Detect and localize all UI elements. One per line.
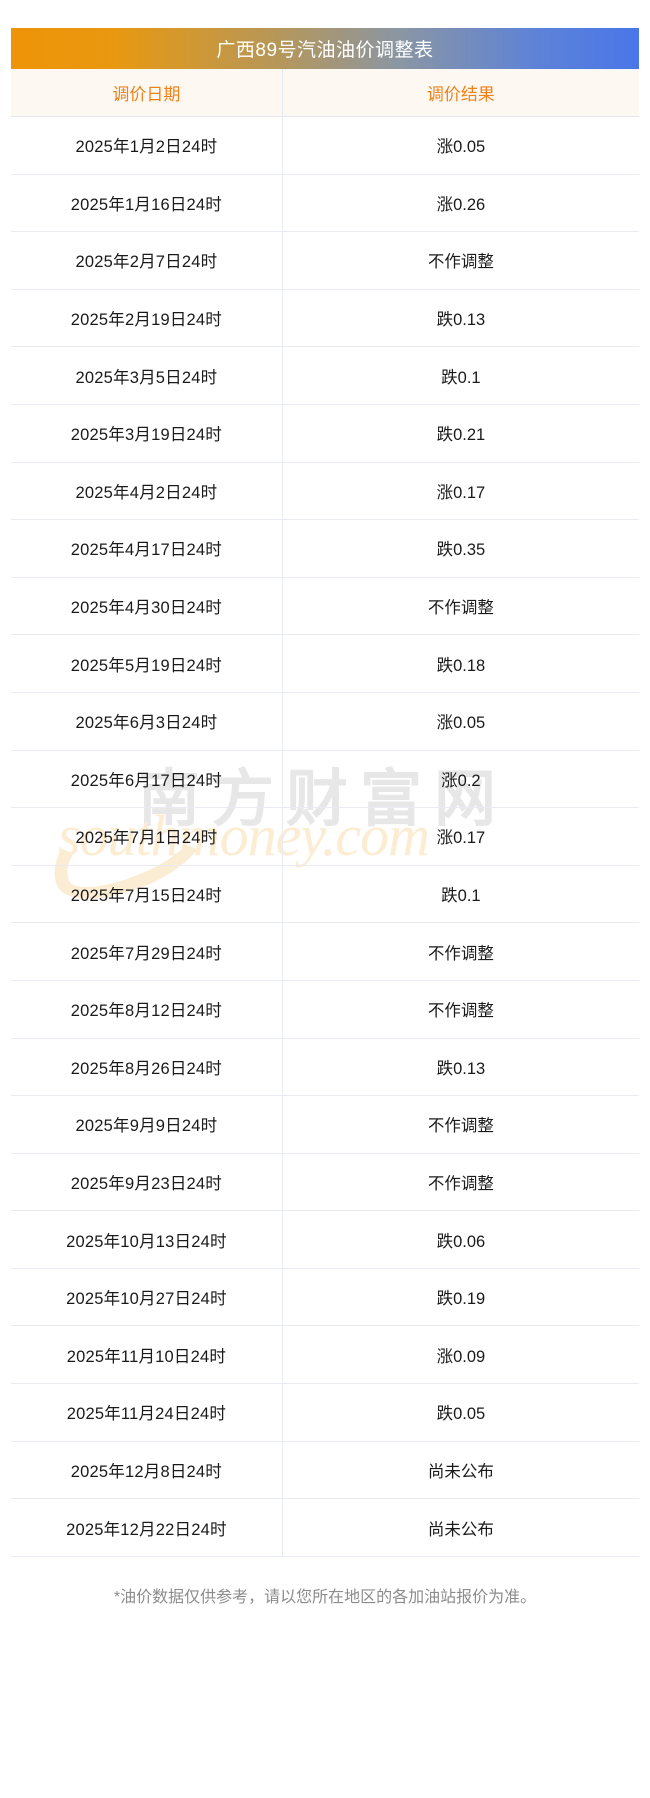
cell-adjustment-result: 跌0.1 — [282, 865, 639, 924]
table-row: 2025年4月17日24时 跌0.35 — [11, 519, 639, 578]
cell-adjustment-date: 2025年6月17日24时 — [11, 750, 283, 809]
cell-adjustment-result: 不作调整 — [282, 980, 639, 1039]
cell-adjustment-result: 跌0.05 — [282, 1383, 639, 1442]
table-row: 2025年12月8日24时 尚未公布 — [11, 1441, 639, 1500]
cell-adjustment-date: 2025年1月2日24时 — [11, 116, 283, 175]
cell-adjustment-date: 2025年4月30日24时 — [11, 577, 283, 636]
table-body: 2025年1月2日24时 涨0.05 2025年1月16日24时 涨0.26 2025年… — [11, 116, 639, 1557]
cell-adjustment-date: 2025年4月2日24时 — [11, 462, 283, 521]
cell-adjustment-result: 不作调整 — [282, 1153, 639, 1212]
cell-adjustment-result: 涨0.05 — [282, 116, 639, 175]
cell-adjustment-result: 不作调整 — [282, 922, 639, 981]
table-row: 2025年10月27日24时 跌0.19 — [11, 1268, 639, 1327]
column-header-result: 调价结果 — [282, 69, 639, 117]
table-row: 2025年11月24日24时 跌0.05 — [11, 1383, 639, 1442]
cell-adjustment-date: 2025年9月23日24时 — [11, 1153, 283, 1212]
table-row: 2025年8月26日24时 跌0.13 — [11, 1038, 639, 1097]
cell-adjustment-result: 不作调整 — [282, 577, 639, 636]
cell-adjustment-result: 涨0.05 — [282, 692, 639, 751]
table-row: 2025年3月19日24时 跌0.21 — [11, 404, 639, 463]
cell-adjustment-result: 不作调整 — [282, 1095, 639, 1154]
cell-adjustment-result: 跌0.21 — [282, 404, 639, 463]
cell-adjustment-result: 尚未公布 — [282, 1441, 639, 1500]
cell-adjustment-result: 涨0.2 — [282, 750, 639, 809]
cell-adjustment-date: 2025年2月19日24时 — [11, 289, 283, 348]
cell-adjustment-result: 涨0.17 — [282, 807, 639, 866]
table-header-row: 调价日期 调价结果 — [11, 69, 639, 117]
footer-note: *油价数据仅供参考，请以您所在地区的各加油站报价为准。 — [113, 1588, 537, 1606]
table-row: 2025年1月2日24时 涨0.05 — [11, 116, 639, 175]
table-row: 2025年9月9日24时 不作调整 — [11, 1095, 639, 1154]
cell-adjustment-date: 2025年3月5日24时 — [11, 346, 283, 405]
cell-adjustment-date: 2025年9月9日24时 — [11, 1095, 283, 1154]
cell-adjustment-date: 2025年7月1日24时 — [11, 807, 283, 866]
table-row: 2025年7月1日24时 涨0.17 — [11, 807, 639, 866]
page-title: 广西89号汽油油价调整表 — [216, 40, 434, 61]
table-row: 2025年10月13日24时 跌0.06 — [11, 1210, 639, 1269]
cell-adjustment-date: 2025年1月16日24时 — [11, 174, 283, 233]
table-row: 2025年11月10日24时 涨0.09 — [11, 1325, 639, 1385]
table-row: 2025年7月15日24时 跌0.1 — [11, 865, 639, 924]
cell-adjustment-date: 2025年8月12日24时 — [11, 980, 283, 1039]
table-row: 2025年8月12日24时 不作调整 — [11, 980, 639, 1039]
cell-adjustment-result: 涨0.17 — [282, 462, 639, 521]
table-row: 2025年6月3日24时 涨0.05 — [11, 692, 639, 751]
cell-adjustment-result: 涨0.26 — [282, 174, 639, 233]
cell-adjustment-result: 跌0.06 — [282, 1210, 639, 1269]
table-row: 2025年1月16日24时 涨0.26 — [11, 174, 639, 233]
price-adjustment-table: 调价日期 调价结果 2025年1月2日24时 涨0.05 2025年1月16日24时… — [11, 69, 639, 1557]
cell-adjustment-date: 2025年11月24日24时 — [11, 1383, 283, 1442]
cell-adjustment-result: 跌0.13 — [282, 289, 639, 348]
cell-adjustment-date: 2025年6月3日24时 — [11, 692, 283, 751]
table-row: 2025年2月7日24时 不作调整 — [11, 231, 639, 290]
table-row: 2025年5月19日24时 跌0.18 — [11, 634, 639, 693]
table-row: 2025年3月5日24时 跌0.1 — [11, 346, 639, 405]
cell-adjustment-date: 2025年4月17日24时 — [11, 519, 283, 578]
cell-adjustment-date: 2025年10月13日24时 — [11, 1210, 283, 1269]
cell-adjustment-result: 跌0.19 — [282, 1268, 639, 1327]
cell-adjustment-date: 2025年12月8日24时 — [11, 1441, 283, 1500]
cell-adjustment-date: 2025年11月10日24时 — [11, 1325, 283, 1385]
table-row: 2025年4月2日24时 涨0.17 — [11, 462, 639, 521]
cell-adjustment-result: 跌0.13 — [282, 1038, 639, 1097]
cell-adjustment-date: 2025年5月19日24时 — [11, 634, 283, 693]
cell-adjustment-result: 跌0.1 — [282, 346, 639, 405]
page-root: 广西89号汽油油价调整表 南方财富网 southmoney.com 调价日期 调… — [0, 28, 650, 1798]
table-row: 2025年6月17日24时 涨0.2 — [11, 750, 639, 809]
cell-adjustment-date: 2025年10月27日24时 — [11, 1268, 283, 1327]
cell-adjustment-date: 2025年8月26日24时 — [11, 1038, 283, 1097]
table-row: 2025年7月29日24时 不作调整 — [11, 922, 639, 981]
cell-adjustment-date: 2025年7月15日24时 — [11, 865, 283, 924]
cell-adjustment-result: 涨0.09 — [282, 1325, 639, 1385]
table-row: 2025年2月19日24时 跌0.13 — [11, 289, 639, 348]
cell-adjustment-result: 不作调整 — [282, 231, 639, 290]
cell-adjustment-date: 2025年2月7日24时 — [11, 231, 283, 290]
table-header: 调价日期 调价结果 — [11, 69, 639, 117]
cell-adjustment-date: 2025年7月29日24时 — [11, 922, 283, 981]
cell-adjustment-date: 2025年3月19日24时 — [11, 404, 283, 463]
table-row: 2025年9月23日24时 不作调整 — [11, 1153, 639, 1212]
table-row: 2025年4月30日24时 不作调整 — [11, 577, 639, 636]
table-title-bar: 广西89号汽油油价调整表 — [11, 28, 639, 69]
column-header-date: 调价日期 — [11, 69, 283, 117]
cell-adjustment-result: 跌0.35 — [282, 519, 639, 578]
cell-adjustment-date: 2025年12月22日24时 — [11, 1498, 283, 1557]
table-row: 2025年12月22日24时 尚未公布 — [11, 1498, 639, 1557]
cell-adjustment-result: 跌0.18 — [282, 634, 639, 693]
cell-adjustment-result: 尚未公布 — [282, 1498, 639, 1557]
